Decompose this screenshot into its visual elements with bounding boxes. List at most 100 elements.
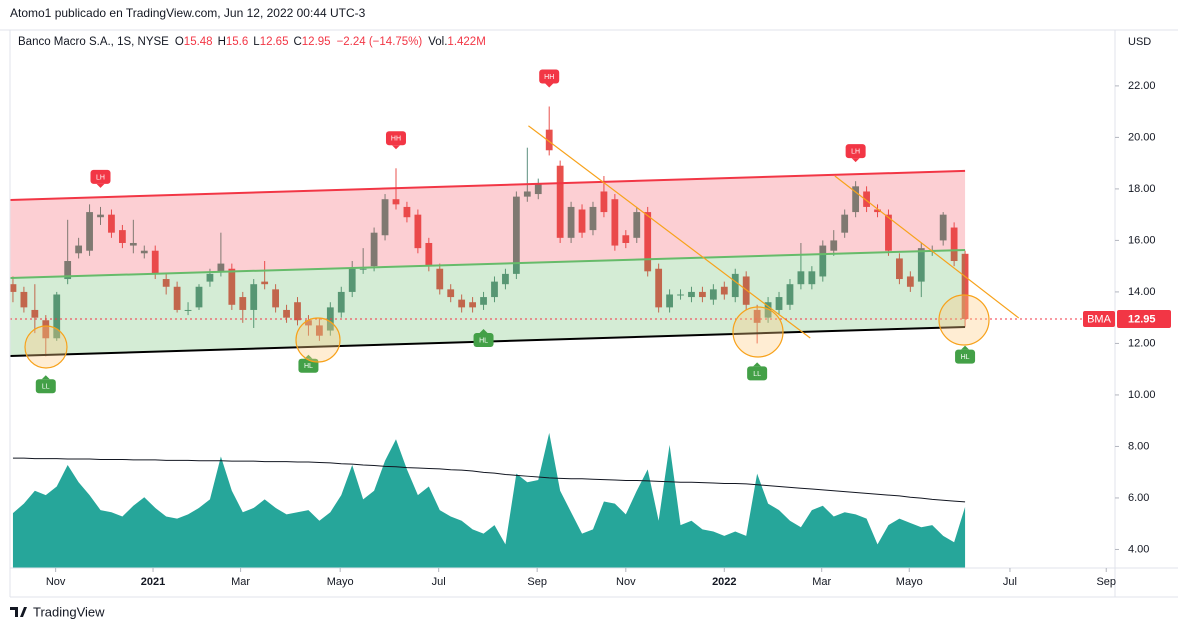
candle-body [502, 273, 509, 285]
pivot-box [298, 358, 319, 373]
candle-body [20, 291, 28, 308]
candle-body [622, 235, 630, 243]
candle-body [523, 191, 531, 197]
y-tick-label: 10.00 [1128, 389, 1156, 401]
candle-body [917, 248, 925, 282]
x-tick-label: Mayo [327, 576, 354, 588]
pivot-label: LH [851, 149, 860, 156]
candle-body [162, 279, 170, 287]
pivot-box [747, 366, 768, 381]
pivot-marker: LH [90, 169, 111, 188]
candle-body [348, 268, 356, 292]
candle-body [469, 302, 476, 308]
publish-info: Atomo1 publicado en TradingView.com, Jun… [10, 6, 366, 20]
pivot-marker: LL [747, 362, 768, 381]
candle-body [31, 309, 39, 318]
y-tick-label: 18.00 [1128, 183, 1156, 195]
candle-body [961, 253, 969, 319]
candle-body [699, 291, 706, 298]
trendline [834, 175, 1020, 319]
pivot-pointer [479, 328, 488, 333]
candle-body [545, 129, 553, 151]
candle-body [403, 206, 411, 218]
candle-body [42, 320, 50, 339]
candle-body [425, 242, 433, 267]
candle-body [414, 214, 422, 249]
candle-body [600, 191, 608, 213]
axes: USD BMA 12.95 4.00 6.00 8.00 10.00 12.00 14.00 1… [0, 29, 1178, 598]
legend-value: 12.95 [302, 36, 331, 48]
pivot-pointer [851, 158, 860, 163]
channel-line [10, 248, 966, 280]
candle-body [896, 258, 903, 280]
y-tick-label: 4.00 [1128, 543, 1149, 555]
candle-body [742, 276, 750, 305]
pivot-marker: HL [473, 328, 494, 347]
candle-body [731, 273, 739, 298]
pivot-pointer [545, 83, 554, 88]
candle-body [939, 214, 947, 241]
x-tick-label: Sep [527, 576, 547, 588]
candle-body [644, 212, 652, 272]
pivot-marker: LH [845, 144, 866, 163]
legend-letter: H [218, 36, 226, 48]
legend-value: 12.65 [260, 36, 289, 48]
legend-change: −2.24 (−14.75%) [337, 36, 423, 48]
pivot-label: HL [479, 337, 488, 344]
pivot-pointer [753, 362, 762, 367]
candle-body [874, 209, 881, 213]
candle-body [863, 191, 870, 207]
highlight-circle [938, 294, 990, 346]
candle-body [228, 268, 236, 305]
pivot-box [385, 131, 406, 146]
candle-body [381, 199, 389, 236]
candle-body [370, 232, 378, 267]
candle-body [305, 320, 312, 326]
candle-body [556, 165, 564, 238]
candle-body [239, 297, 247, 310]
x-tick-label: Nov [46, 576, 66, 588]
candle-body [709, 289, 717, 300]
pivot-marker: LL [35, 375, 56, 394]
candle-body [359, 268, 367, 270]
pivot-pointer [391, 145, 400, 150]
candle-body [491, 281, 498, 298]
pivot-box [955, 349, 976, 364]
channel-fill [10, 249, 966, 357]
pivot-marker: HH [385, 131, 406, 150]
pivot-label: LL [753, 371, 761, 378]
pivot-box [473, 332, 494, 347]
candle-body [764, 302, 772, 318]
x-tick-label: Jul [432, 576, 446, 588]
candle-body [830, 240, 838, 251]
candle-body [786, 284, 794, 305]
candle-body [458, 299, 466, 308]
candle-body [688, 291, 695, 298]
pivot-label: HH [544, 74, 554, 81]
candle-body [206, 273, 214, 282]
candle-body [97, 214, 104, 218]
x-tick-label: Jul [1003, 576, 1017, 588]
y-tick-label: 16.00 [1128, 234, 1156, 246]
legend-letter: L [253, 36, 260, 48]
candle-body [578, 209, 586, 233]
price-tag-label: 12.95 [1128, 313, 1156, 325]
candle-body [852, 186, 860, 213]
candle-body [611, 199, 619, 246]
pivot-label: LH [96, 174, 105, 181]
candle-body [119, 230, 126, 243]
legend-value: 15.6 [226, 36, 248, 48]
pivot-label: HL [304, 363, 313, 370]
x-tick-label: Mayo [896, 576, 923, 588]
candle-body [108, 214, 115, 233]
candle-body [86, 212, 93, 251]
candle-body [250, 284, 258, 310]
channel-fill [10, 170, 966, 279]
candle-body [75, 245, 83, 254]
y-tick-label: 14.00 [1128, 286, 1156, 298]
pivot-pointer [41, 375, 50, 380]
candle-body [140, 250, 148, 254]
